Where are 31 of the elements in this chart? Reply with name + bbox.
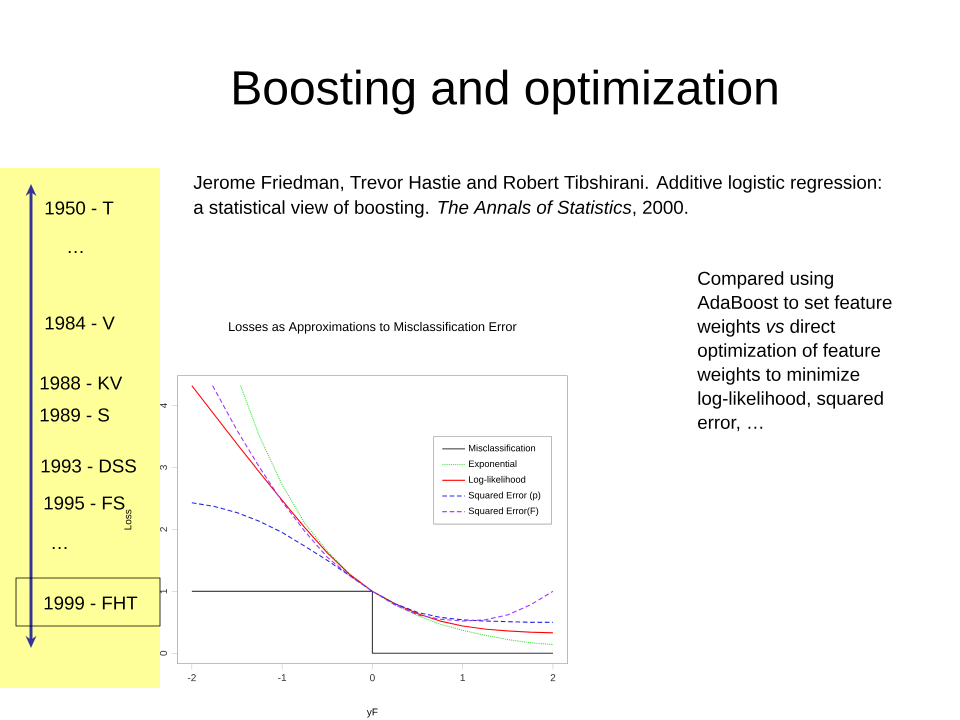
y-tick-label: 3 [160, 465, 168, 470]
text: 1988 - KV [40, 376, 122, 390]
text: 1995 - FS [44, 496, 124, 510]
legend-label: Squared Error (p) [468, 492, 540, 500]
text: … [68, 251, 82, 253]
line-series [240, 385, 554, 646]
y-tick-label: 4 [160, 403, 167, 408]
text: Compared using AdaBoost to set feature weights vs direct optimization of feature weights to minimize log-likelihood, squared error, … [697, 271, 892, 432]
text: 1950 - T [46, 201, 114, 215]
x-tick-label: 2 [550, 674, 556, 682]
text: 1989 - S [40, 408, 109, 422]
text: 1999 - FHT [44, 596, 138, 610]
x-tick-label: 1 [460, 674, 465, 682]
chart-title: Losses as Approximations to Misclassification Error [229, 322, 516, 334]
x-tick-label: 0 [370, 674, 375, 682]
text: 1984 - V [46, 316, 115, 330]
text: 1993 - DSS [42, 459, 136, 473]
text: … [52, 546, 66, 549]
x-axis-title: yF [366, 708, 378, 718]
legend-label: Squared Error(F) [468, 507, 538, 516]
y-axis-title: Loss [124, 510, 132, 530]
y-tick-label: 2 [160, 527, 167, 532]
y-tick-label: 1 [160, 589, 167, 594]
text: Boosting and optimization [234, 70, 777, 114]
x-tick-label: -1 [278, 674, 286, 682]
text: Jerome Friedman, Trevor Hastie and Robert Tibshirani. Additive logistic regression: a statistical view of boosting. The Annals of Statistics, 2000. [194, 175, 881, 218]
legend-label: Log-likelihood [469, 476, 526, 485]
y-tick-label: 0 [160, 650, 168, 656]
legend-label: Exponential [469, 460, 516, 469]
x-tick-label: -2 [188, 674, 196, 682]
legend-label: Misclassification [469, 444, 536, 452]
